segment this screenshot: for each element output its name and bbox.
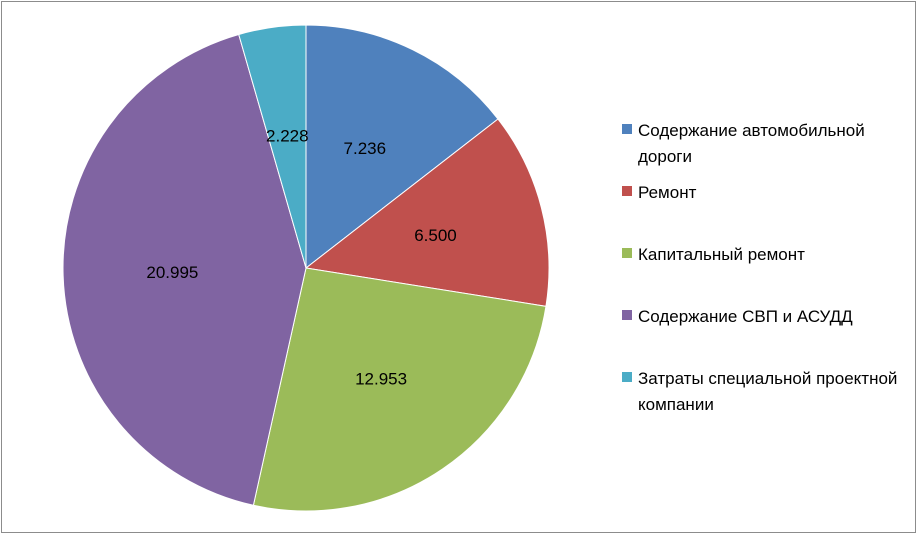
legend-swatch-4 (622, 310, 632, 320)
legend-swatch-2 (622, 186, 632, 196)
legend-label-1: Содержание автомобильной дороги (638, 121, 865, 166)
legend-item-2: Ремонт (622, 180, 903, 206)
legend-item-5: Затраты специальной проектной компании (622, 366, 903, 418)
legend-label-3: Капитальный ремонт (638, 245, 805, 264)
data-label-4: 20.995 (146, 263, 198, 282)
data-label-3: 12.953 (355, 370, 407, 389)
legend-item-4: Содержание СВП и АСУДД (622, 304, 903, 330)
legend-item-1: Содержание автомобильной дороги (622, 118, 903, 170)
legend-swatch-1 (622, 124, 632, 134)
legend-swatch-3 (622, 248, 632, 258)
pie-data-labels: 7.236 6.500 12.953 20.995 2.228 (146, 127, 456, 389)
data-label-5: 2.228 (266, 127, 309, 146)
legend-label-2: Ремонт (638, 183, 697, 202)
legend-label-4: Содержание СВП и АСУДД (638, 307, 853, 326)
data-label-2: 6.500 (414, 226, 457, 245)
pie-slices (62, 24, 550, 512)
pie-slice-2 (304, 118, 550, 307)
pie-slice-4 (62, 33, 307, 506)
data-label-1: 7.236 (344, 139, 387, 158)
legend-item-3: Капитальный ремонт (622, 242, 903, 268)
pie-slice-1 (305, 24, 499, 270)
pie-slice-5 (238, 24, 307, 269)
legend-label-5: Затраты специальной проектной компании (638, 369, 898, 414)
legend-swatch-5 (622, 372, 632, 382)
pie-slice-3 (252, 267, 547, 512)
